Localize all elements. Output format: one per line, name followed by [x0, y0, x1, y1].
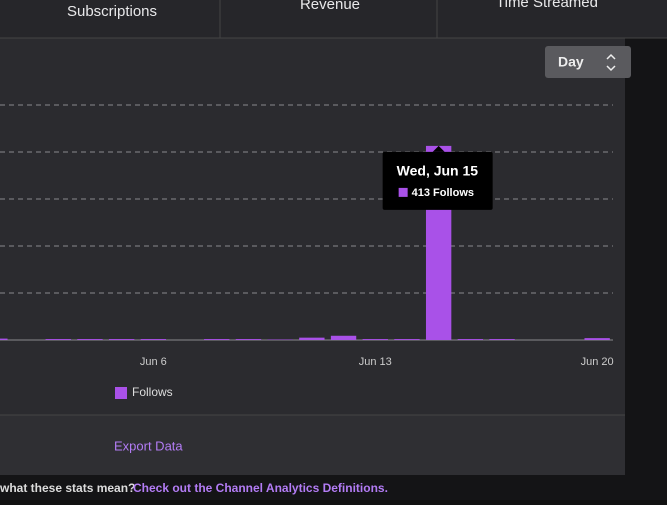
tab[interactable]: Subscriptions [67, 3, 157, 20]
legend-swatch [115, 387, 127, 399]
bar [331, 336, 356, 340]
bar [584, 338, 609, 340]
dropdown-label: Day [558, 54, 584, 70]
bar [141, 339, 166, 340]
bar [204, 339, 229, 340]
footer-text: what these stats mean? [0, 481, 135, 495]
x-tick-label: Jun 13 [359, 356, 392, 368]
legend-label: Follows [132, 385, 173, 399]
x-tick-label: Jun 20 [581, 356, 614, 368]
bar [458, 339, 483, 340]
bar [299, 338, 324, 340]
bar [0, 339, 8, 340]
tooltip-text: 413 Follows [412, 187, 474, 199]
bar [489, 339, 514, 340]
footer-link[interactable]: Check out the Channel Analytics Definiti… [133, 481, 388, 495]
bar [46, 339, 71, 340]
export-link[interactable]: Export Data [114, 438, 183, 453]
bar [236, 339, 261, 340]
export-bar [0, 415, 625, 475]
x-tick-label: Jun 6 [140, 356, 167, 368]
bar [394, 339, 419, 340]
panel [0, 0, 625, 475]
tooltip [383, 152, 493, 210]
tooltip-swatch [399, 188, 408, 197]
tab[interactable]: Revenue [300, 0, 360, 13]
tooltip-title: Wed, Jun 15 [397, 163, 479, 179]
bar [109, 339, 134, 340]
tab[interactable]: Time Streamed [496, 0, 598, 11]
bar [77, 339, 102, 340]
bar [363, 339, 388, 340]
